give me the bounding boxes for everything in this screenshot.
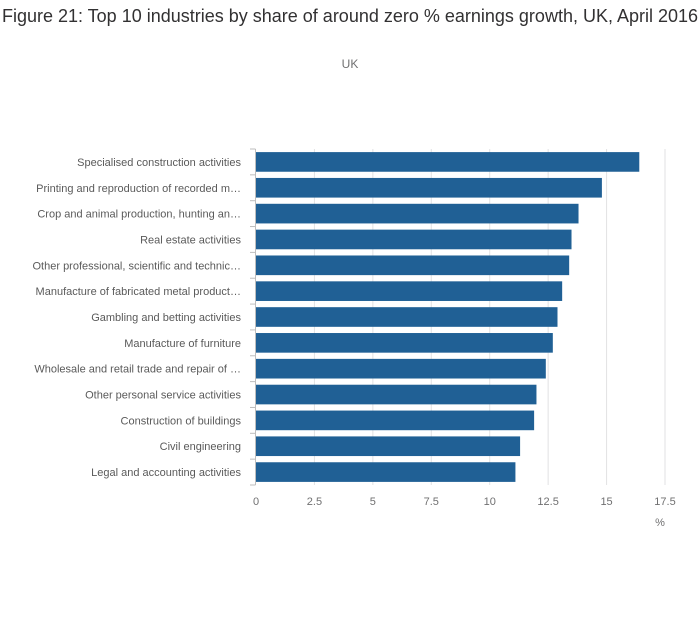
bar — [256, 307, 558, 327]
bar — [256, 410, 535, 431]
category-label: Other professional, scientific and techn… — [33, 260, 242, 272]
category-label: Real estate activities — [140, 234, 241, 246]
bar — [256, 358, 546, 379]
category-label: Wholesale and retail trade and repair of… — [34, 364, 241, 376]
x-tick-label: 0 — [253, 496, 259, 508]
chart-title: Figure 21: Top 10 industries by share of… — [1, 6, 699, 26]
x-tick-label: 10 — [484, 496, 496, 508]
x-tick-label: 12.5 — [537, 496, 558, 508]
bar — [256, 229, 572, 250]
category-label: Manufacture of fabricated metal product… — [36, 286, 241, 298]
bar — [256, 281, 563, 301]
category-label: Gambling and betting activities — [91, 312, 241, 324]
bar — [256, 462, 516, 482]
bar — [256, 203, 579, 224]
bar — [256, 384, 537, 405]
x-tick-label: 15 — [600, 496, 612, 508]
x-axis-label: % — [655, 517, 665, 529]
x-tick-label: 17.5 — [654, 496, 675, 508]
category-label: Other personal service activities — [85, 390, 241, 402]
category-label: Civil engineering — [160, 441, 241, 453]
bar — [256, 255, 570, 276]
chart-subtitle: UK — [341, 57, 359, 71]
x-tick-label: 2.5 — [307, 496, 322, 508]
category-label: Crop and animal production, hunting an… — [37, 209, 241, 221]
category-label: Construction of buildings — [121, 415, 242, 427]
bar — [256, 333, 553, 353]
category-label: Printing and reproduction of recorded m… — [36, 183, 241, 195]
x-tick-label: 5 — [370, 496, 376, 508]
x-tick-label: 7.5 — [424, 496, 439, 508]
bar — [256, 152, 640, 172]
category-label: Legal and accounting activities — [91, 467, 241, 479]
bar — [256, 177, 602, 198]
category-label: Specialised construction activities — [77, 157, 241, 169]
category-label: Manufacture of furniture — [124, 338, 241, 350]
bar — [256, 436, 521, 457]
